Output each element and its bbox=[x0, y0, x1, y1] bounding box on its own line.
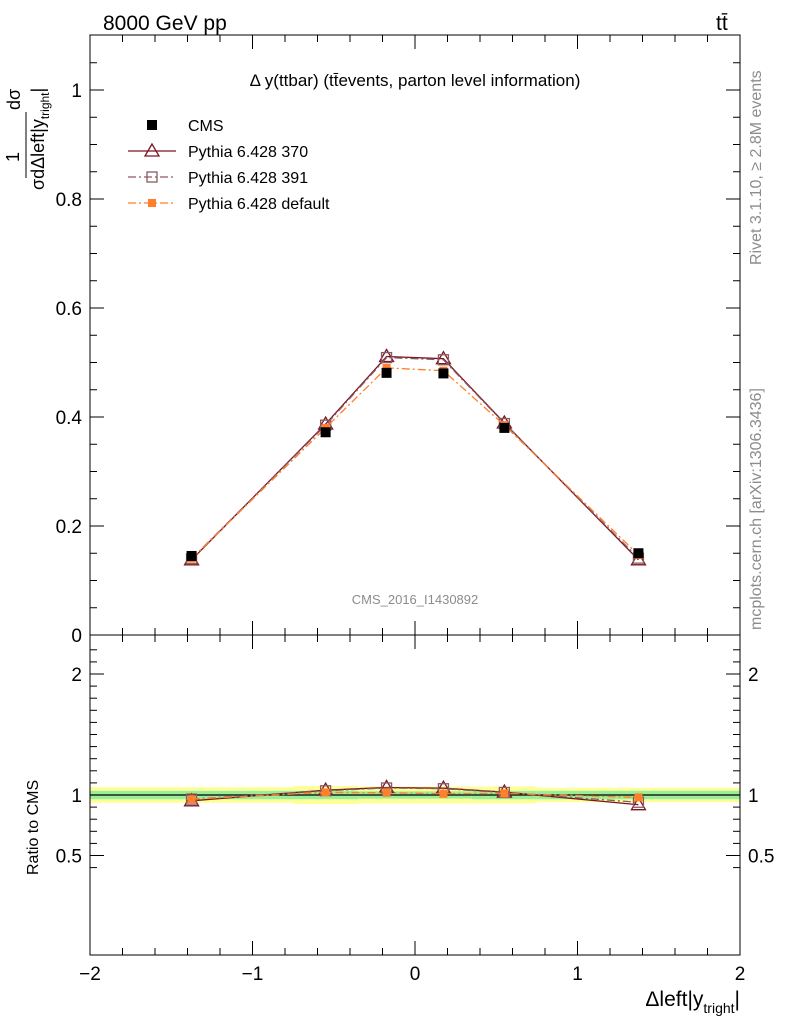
main-y-axis: 0 0.2 0.4 0.6 0.8 1 bbox=[56, 62, 740, 647]
x-tick-label: −2 bbox=[79, 964, 101, 985]
ratio-y-tick-label: 1 bbox=[71, 786, 82, 807]
ratio-y-tick-label-right: 2 bbox=[748, 665, 759, 686]
series-point bbox=[320, 427, 331, 438]
ratio-panel: 0.5 0.5 1 1 2 2 −2 −1 0 1 2 Ratio to CMS bbox=[25, 634, 774, 985]
y-tick-label: 0 bbox=[71, 626, 82, 647]
legend-marker bbox=[148, 199, 156, 207]
ratio-series bbox=[183, 779, 647, 811]
main-series bbox=[183, 348, 647, 566]
y-tick-label: 0.2 bbox=[56, 517, 82, 538]
ratio-series-point bbox=[634, 793, 643, 802]
x-tick-label: 2 bbox=[735, 964, 746, 985]
y-label-numerator: 1 bbox=[3, 152, 23, 162]
y-tick-label: 1 bbox=[71, 81, 82, 102]
y-tick-label: 0.4 bbox=[56, 408, 83, 429]
ratio-series-point bbox=[187, 795, 196, 804]
legend-label: Pythia 6.428 default bbox=[188, 196, 330, 213]
ratio-x-axis: −2 −1 0 1 2 bbox=[79, 635, 745, 985]
ratio-y-label: Ratio to CMS bbox=[25, 780, 42, 875]
ratio-series-point bbox=[321, 788, 330, 797]
ratio-y-axis: 0.5 0.5 1 1 2 2 bbox=[56, 649, 774, 869]
series-point bbox=[186, 550, 197, 561]
x-tick-label: 0 bbox=[410, 964, 421, 985]
y-label-denominator: σdΔleft|ytright| bbox=[28, 88, 52, 190]
legend-marker bbox=[143, 142, 161, 157]
ratio-y-tick-label-right: 0.5 bbox=[748, 847, 774, 868]
legend-label: Pythia 6.428 391 bbox=[188, 170, 308, 187]
series-point bbox=[378, 348, 395, 363]
ratio-y-tick-label: 2 bbox=[71, 665, 82, 686]
legend-label: CMS bbox=[188, 118, 224, 135]
process-label: tt̄ bbox=[716, 12, 728, 35]
legend-marker bbox=[146, 171, 158, 183]
x-tick-label: −1 bbox=[242, 964, 264, 985]
mcplots-label: mcplots.cern.ch [arXiv:1306.3436] bbox=[748, 388, 765, 630]
series-point bbox=[633, 548, 644, 559]
analysis-watermark: CMS_2016_I1430892 bbox=[352, 592, 479, 607]
y-tick-label: 0.8 bbox=[56, 190, 82, 211]
ratio-series-point bbox=[498, 786, 511, 799]
series-line bbox=[191, 356, 639, 560]
x-tick-label: 1 bbox=[572, 964, 583, 985]
ratio-series-line bbox=[191, 786, 639, 806]
series-point bbox=[380, 351, 393, 364]
main-y-axis-label: 1 σdΔleft|ytright| dσ bbox=[3, 88, 52, 190]
series-point bbox=[437, 354, 450, 366]
chart-title: Δ y(ttbar) (tt̄events, parton level info… bbox=[250, 71, 581, 90]
legend: CMS Pythia 6.428 370 Pythia 6.428 391 Pythi… bbox=[128, 118, 330, 213]
x-axis-label: Δleft|ytright| bbox=[645, 988, 740, 1016]
ratio-series-point bbox=[382, 788, 391, 797]
main-x-ticks bbox=[89, 35, 741, 635]
series-point bbox=[435, 350, 452, 365]
series-point bbox=[438, 368, 449, 379]
legend-marker bbox=[147, 120, 157, 130]
ratio-series-point bbox=[500, 789, 509, 798]
series-line bbox=[191, 355, 639, 561]
series-line bbox=[191, 367, 639, 560]
ratio-series-point bbox=[439, 789, 448, 798]
y-label-dsigma: dσ bbox=[4, 89, 24, 110]
ratio-y-tick-label-right: 1 bbox=[748, 786, 759, 807]
series-point bbox=[499, 422, 510, 433]
series-point bbox=[381, 367, 392, 378]
ratio-y-tick-label: 0.5 bbox=[56, 847, 82, 868]
ratio-series-point bbox=[630, 796, 647, 811]
rivet-label: Rivet 3.1.10, ≥ 2.8M events bbox=[748, 70, 765, 265]
legend-label: Pythia 6.428 370 bbox=[188, 144, 308, 161]
y-tick-label: 0.6 bbox=[56, 299, 82, 320]
main-panel: 0 0.2 0.4 0.6 0.8 1 Δ y(ttbar) (tt̄events, pa… bbox=[56, 34, 741, 647]
energy-label: 8000 GeV pp bbox=[103, 12, 227, 35]
